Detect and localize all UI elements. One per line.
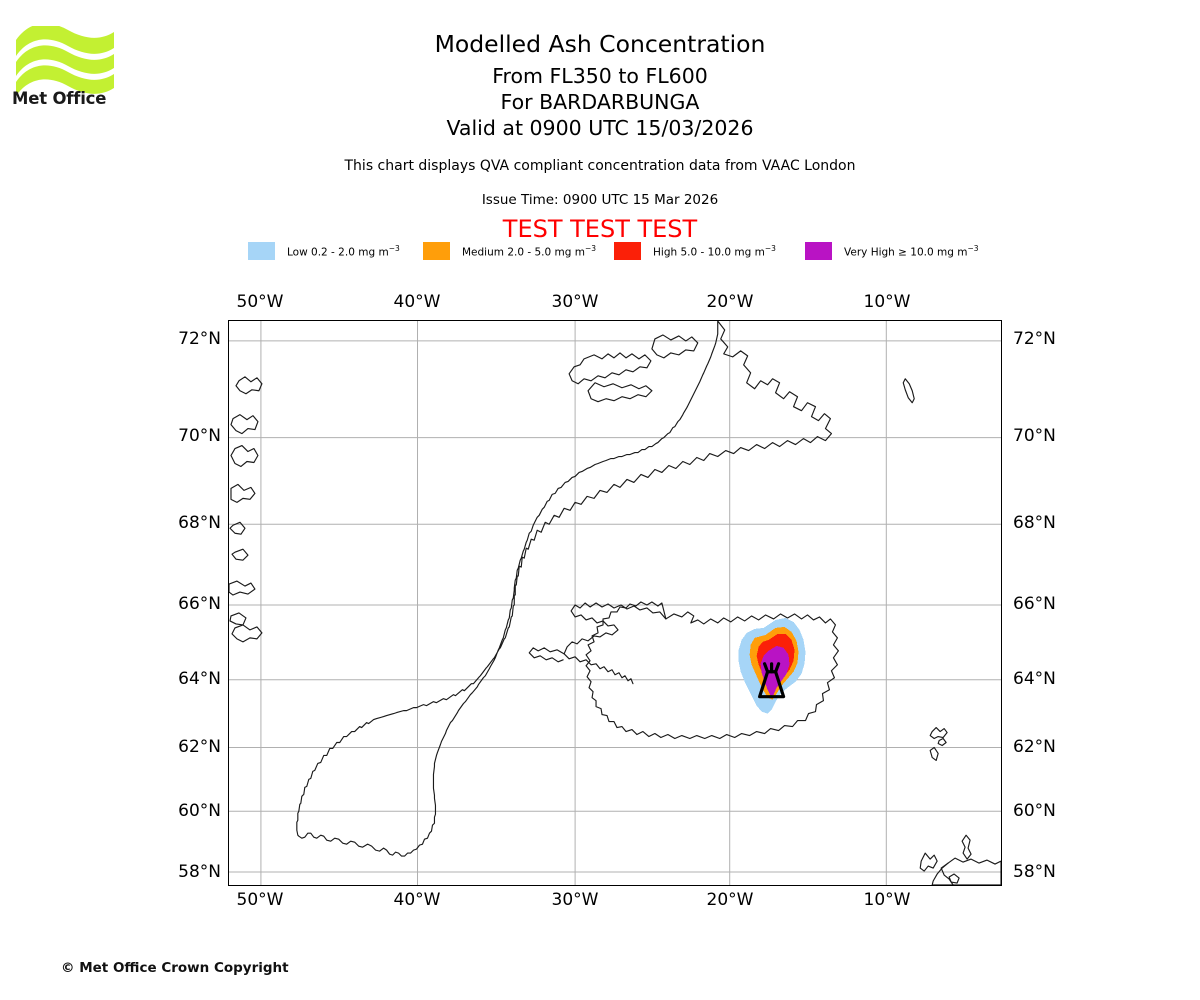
outer-hebrides (919, 852, 938, 872)
lat-label-left-62n: 62°N (178, 737, 221, 757)
lat-label-left-64n: 64°N (178, 669, 221, 689)
lat-label-right-64n: 64°N (1013, 669, 1056, 689)
lon-label-bottom-30w: 30°W (551, 890, 599, 910)
jan-mayen-island (902, 378, 915, 404)
lon-label-bottom-50w: 50°W (236, 890, 284, 910)
lon-label-bottom-40w: 40°W (393, 890, 441, 910)
lon-label-bottom-10w: 10°W (863, 890, 911, 910)
legend-swatch-very-high (805, 242, 832, 260)
scotland-west-coast (931, 862, 954, 885)
legend-label-very-high: Very High ≥ 10.0 mg m−3 (844, 243, 979, 259)
qva-note: This chart displays QVA compliant concen… (344, 158, 856, 174)
lat-label-left-68n: 68°N (178, 513, 221, 533)
west-greenland-coast-d (230, 483, 256, 503)
iceland-westfjords (563, 602, 667, 685)
lon-label-top-10w: 10°W (863, 292, 911, 312)
lat-label-left-66n: 66°N (178, 594, 221, 614)
faroe-islands-a (929, 726, 948, 740)
lon-label-top-40w: 40°W (393, 292, 441, 312)
legend-label-low: Low 0.2 - 2.0 mg m−3 (287, 243, 400, 259)
lat-label-left-58n: 58°N (178, 862, 221, 882)
iceland-coastline (585, 601, 839, 740)
lat-label-left-60n: 60°N (178, 801, 221, 821)
map-gridlines (229, 321, 1001, 885)
west-greenland-coast-b (230, 414, 259, 435)
valid-time-subtitle: Valid at 0900 UTC 15/03/2026 (446, 116, 754, 140)
lat-label-right-72n: 72°N (1013, 329, 1056, 349)
met-office-logo (16, 26, 114, 96)
lat-label-right-62n: 62°N (1013, 737, 1056, 757)
legend-label-medium: Medium 2.0 - 5.0 mg m−3 (462, 243, 597, 259)
copyright-notice: © Met Office Crown Copyright (61, 960, 289, 976)
legend-swatch-high (614, 242, 641, 260)
legend-entry-very-high: Very High ≥ 10.0 mg m−3 (805, 240, 979, 262)
flight-level-subtitle: From FL350 to FL600 (492, 64, 708, 88)
west-greenland-coast-e (229, 521, 246, 535)
west-greenland-coast-h (229, 612, 247, 626)
legend-swatch-medium (423, 242, 450, 260)
faroe-islands-c (929, 746, 939, 762)
greenland-northeast-headland (651, 334, 699, 359)
legend-label-high: High 5.0 - 10.0 mg m−3 (653, 243, 776, 259)
lat-label-right-58n: 58°N (1013, 862, 1056, 882)
west-greenland-coast-f (231, 548, 249, 561)
west-greenland-coast-c (230, 444, 259, 468)
faroe-islands-b (937, 737, 947, 747)
lon-label-bottom-20w: 20°W (706, 890, 754, 910)
lat-label-left-70n: 70°N (178, 426, 221, 446)
west-greenland-coast-i (231, 624, 263, 643)
shetland-islands (961, 834, 972, 860)
lon-label-top-50w: 50°W (236, 292, 284, 312)
legend-entry-low: Low 0.2 - 2.0 mg m−3 (248, 240, 400, 262)
greenland-northeast-fjords (568, 352, 652, 385)
lat-label-right-66n: 66°N (1013, 594, 1056, 614)
page-title: Modelled Ash Concentration (434, 30, 766, 58)
lat-label-left-72n: 72°N (178, 329, 221, 349)
lon-label-top-30w: 30°W (551, 292, 599, 312)
volcano-subtitle: For BARDARBUNGA (500, 90, 700, 114)
lon-label-top-20w: 20°W (706, 292, 754, 312)
west-greenland-coast-a (235, 376, 263, 395)
met-office-wordmark: Met Office (12, 89, 107, 108)
lat-label-right-68n: 68°N (1013, 513, 1056, 533)
scotland-coastline (940, 857, 1001, 885)
greenland-coastline (296, 321, 833, 857)
issue-time: Issue Time: 0900 UTC 15 Mar 2026 (481, 192, 719, 208)
greenland-northeast-fjord-b (587, 382, 653, 403)
iceland-west-peninsula (528, 647, 565, 663)
ash-concentration-map[interactable] (228, 320, 1002, 886)
test-banner: TEST TEST TEST (502, 215, 698, 243)
west-greenland-coast-g (229, 580, 256, 596)
coastlines (229, 321, 1001, 885)
lat-label-right-70n: 70°N (1013, 426, 1056, 446)
legend-entry-high: High 5.0 - 10.0 mg m−3 (614, 240, 776, 262)
concentration-legend: Low 0.2 - 2.0 mg m−3 Medium 2.0 - 5.0 mg… (248, 240, 988, 262)
legend-entry-medium: Medium 2.0 - 5.0 mg m−3 (423, 240, 596, 262)
legend-swatch-low (248, 242, 275, 260)
lat-label-right-60n: 60°N (1013, 801, 1056, 821)
volcano-symbol (758, 662, 786, 699)
